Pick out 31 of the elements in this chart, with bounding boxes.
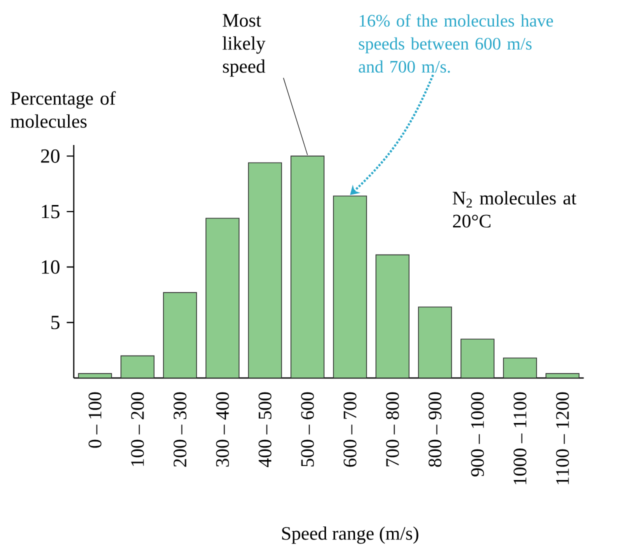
x-axis-title: Speed range (m/s) [282,526,418,544]
x-tick-label: 400 – 500 [258,392,272,468]
bar [460,338,494,378]
bar [290,156,324,378]
x-tick-label: 200 – 300 [174,392,186,467]
annotation: Most likely speed [222,14,266,77]
bar [503,358,537,378]
bar [248,162,282,378]
y-tick-label: 15 [42,204,60,218]
annotation: 16% of the molecules have speeds between 600 m/s and 700 m/s. [358,14,553,73]
bar [120,355,154,378]
bar [333,196,367,378]
bar [418,306,452,378]
y-axis-title: Percentage of molecules [10,91,116,128]
x-tick-label: 900 – 1000 [471,392,484,476]
y-tick-label: 5 [51,316,60,330]
x-tick-label: 1000 – 1100 [514,392,526,484]
y-tick-label: 20 [41,149,60,163]
bar [376,254,410,378]
x-tick-label: 300 – 400 [216,392,229,467]
x-tick-label: 100 – 200 [131,392,144,466]
y-tick-label: 10 [42,260,60,274]
bar [206,218,240,378]
x-tick-label: 1100 – 1200 [556,392,569,484]
x-tick-label: 0 – 100 [88,392,102,448]
x-tick-label: 500 – 600 [301,392,314,466]
x-tick-label: 600 – 700 [344,392,356,467]
x-tick-label: 800 – 900 [428,392,442,467]
x-tick-label: 700 – 800 [386,392,399,466]
annotation: N$_{2}$ molecules at 20°C [452,191,576,228]
bar [163,292,197,378]
